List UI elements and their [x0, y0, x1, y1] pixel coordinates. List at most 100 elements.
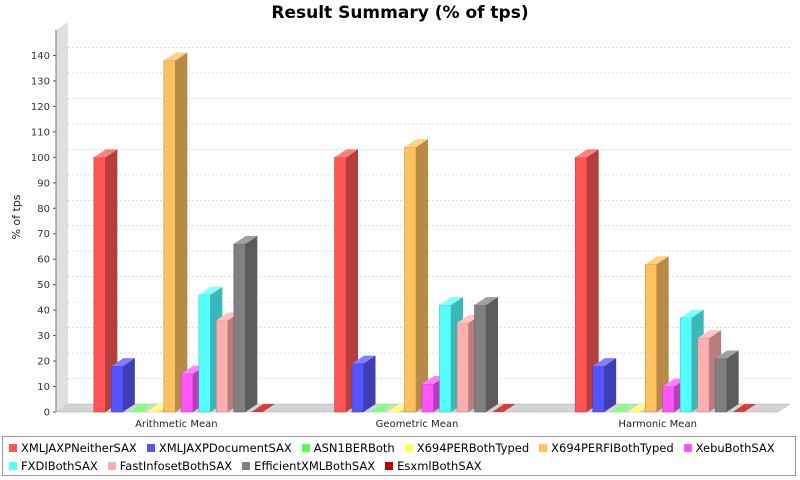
legend-swatch: [9, 444, 17, 452]
bar: [697, 337, 710, 413]
bar-side: [105, 149, 118, 413]
bar-top: [404, 139, 428, 148]
x-tick-label: Geometric Mean: [376, 419, 459, 430]
legend-label: X694PERFIBothTyped: [551, 441, 674, 455]
legend-label: XMLJAXPDocumentSAX: [158, 441, 292, 455]
bar-side: [656, 256, 669, 412]
legend-swatch: [301, 444, 310, 452]
y-tick-label: 120: [31, 102, 50, 113]
plot-side-wall: [56, 22, 68, 412]
bar-side: [604, 358, 617, 412]
legend-item: EfficientXMLBothSAX: [242, 459, 375, 473]
bar: [421, 383, 434, 413]
legend-item: X694PERBothTyped: [404, 441, 530, 455]
bar-side: [486, 297, 498, 412]
y-tick-label: 50: [37, 280, 50, 291]
legend-swatch: [404, 444, 413, 452]
y-tick-label: 70: [37, 229, 50, 240]
legend: XMLJAXPNeitherSAX XMLJAXPDocumentSAX ASN…: [2, 436, 796, 476]
legend-label: X694PERBothTyped: [416, 441, 530, 455]
bar-top: [369, 404, 393, 412]
y-tick-label: 80: [37, 204, 50, 215]
y-tick-label: 140: [31, 51, 50, 62]
bar: [233, 243, 246, 413]
legend-swatch: [9, 462, 17, 470]
y-tick-label: 60: [37, 255, 50, 266]
x-tick-label: Arithmetic Mean: [135, 419, 218, 430]
legend-label: EsxmlBothSAX: [397, 459, 482, 473]
legend-row-2: FXDIBothSAX FastInfosetBothSAX Efficient…: [9, 458, 492, 474]
bar: [574, 157, 587, 413]
bar: [714, 358, 727, 413]
legend-label: ASN1BERBoth: [313, 441, 395, 455]
bar-top: [592, 358, 617, 367]
bar: [679, 317, 692, 413]
legend-item: ASN1BERBoth: [301, 441, 395, 455]
bar: [163, 60, 176, 413]
legend-swatch: [242, 462, 251, 470]
legend-item: FXDIBothSAX: [9, 459, 98, 473]
chart-svg: Result Summary (% of tps) 0 10 20 30 40 50 60 70…: [10, 3, 791, 430]
bar-top: [163, 52, 188, 61]
bar-top: [251, 404, 275, 412]
y-tick-label: 90: [37, 178, 50, 189]
y-tick-label: 20: [37, 357, 50, 368]
bar-top: [93, 149, 118, 158]
x-tick-label: Harmonic Mean: [618, 419, 696, 430]
y-tick-label: 30: [37, 331, 50, 342]
gridline-side: [55, 47, 69, 56]
legend-label: FastInfosetBothSAX: [119, 459, 233, 473]
y-tick-label: 100: [31, 153, 50, 164]
bar: [111, 365, 124, 413]
legend-row-1: XMLJAXPNeitherSAX XMLJAXPDocumentSAX ASN…: [9, 440, 785, 456]
bar-side: [122, 358, 135, 412]
legend-item: X694PERFIBothTyped: [539, 441, 674, 455]
bar: [662, 386, 675, 413]
bar-side: [726, 350, 739, 412]
bar-top: [697, 330, 722, 339]
bar: [474, 304, 487, 413]
legend-swatch: [107, 462, 116, 470]
gridline-side: [55, 200, 69, 209]
bar: [93, 157, 106, 413]
y-tick-label: 10: [37, 382, 50, 393]
gridline-side: [55, 301, 69, 311]
bar: [404, 146, 417, 413]
legend-swatch: [385, 462, 394, 470]
bar-side: [416, 139, 428, 412]
y-tick-label: 130: [31, 76, 50, 87]
bar-side: [363, 355, 376, 412]
bar-top: [439, 297, 463, 306]
bar: [644, 264, 657, 413]
bar-top: [492, 404, 516, 412]
bar-top: [128, 404, 153, 412]
bar-side: [346, 149, 358, 413]
legend-swatch: [539, 444, 548, 452]
bar-top: [233, 235, 258, 244]
gridline-side: [55, 149, 69, 158]
legend-item: XebuBothSAX: [683, 441, 775, 455]
bar-top: [198, 286, 223, 295]
y-axis-label: % of tps: [10, 194, 23, 239]
gridline-side: [55, 276, 69, 285]
bar: [198, 294, 211, 413]
legend-item: FastInfosetBothSAX: [107, 459, 233, 473]
bar-top: [575, 149, 599, 158]
y-tick-label: 0: [44, 408, 50, 419]
bar-side: [245, 235, 258, 412]
gridline-side: [55, 98, 69, 107]
chart-title: Result Summary (% of tps): [271, 3, 528, 23]
bar: [216, 320, 229, 413]
bar-side: [175, 52, 188, 413]
bar-top: [474, 297, 498, 306]
bar: [592, 365, 605, 413]
bar-top: [645, 256, 669, 265]
bar-top: [680, 309, 704, 318]
gridline-side: [55, 352, 69, 362]
y-tick-label: 110: [31, 127, 50, 138]
gridline-side: [55, 378, 69, 387]
bar: [456, 322, 469, 413]
bar-top: [352, 355, 376, 364]
gridline-side: [55, 174, 69, 184]
legend-item: XMLJAXPNeitherSAX: [9, 441, 137, 455]
